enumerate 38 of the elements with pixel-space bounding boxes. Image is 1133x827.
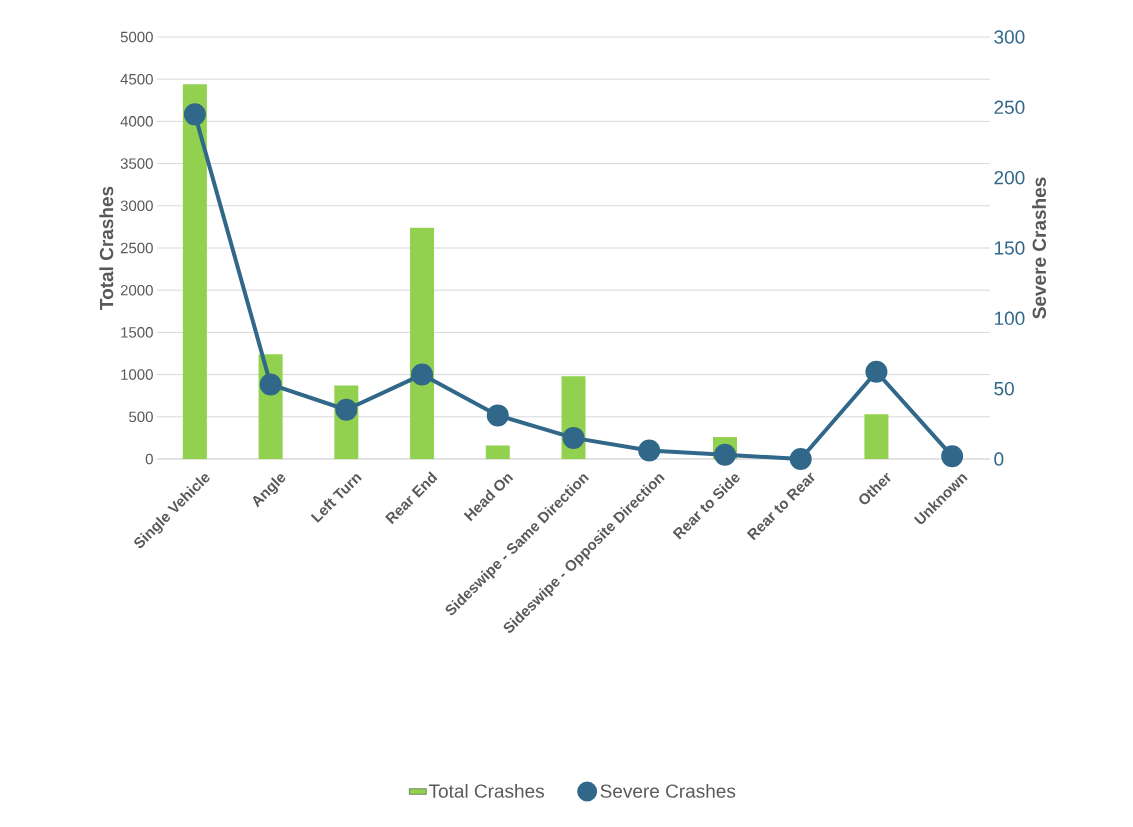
x-tick-label: Left Turn [310, 474, 362, 523]
y-tick-label: 2000 [120, 284, 153, 296]
y-tick-label: 3500 [120, 158, 153, 169]
y2-tick-label: 200 [994, 170, 1025, 185]
point [941, 445, 964, 468]
point [789, 448, 812, 470]
y-tick-label: 5000 [120, 31, 153, 43]
point [486, 404, 509, 427]
y-tick-label: 0 [145, 453, 153, 465]
bar [410, 227, 435, 459]
y2-tick-label: 100 [994, 311, 1025, 326]
y-tick-label: 500 [129, 411, 153, 423]
point [638, 439, 661, 462]
bar [864, 414, 889, 459]
y2-tick-label: 300 [994, 30, 1025, 44]
point [259, 373, 282, 396]
point [562, 426, 585, 449]
y2-tick-label: 50 [994, 381, 1014, 396]
point [183, 103, 206, 126]
point [335, 398, 358, 421]
y-tick-label: 1500 [121, 327, 153, 338]
y-tick-label: 1000 [121, 369, 153, 380]
y2-tick-label: 150 [994, 241, 1025, 255]
y-tick-label: 4500 [120, 73, 153, 85]
legend-label: Severe Crashes [600, 783, 736, 798]
point [411, 363, 434, 386]
point [713, 443, 736, 466]
y-tick-label: 2500 [120, 242, 153, 254]
point [865, 360, 888, 383]
y2-tick-label: 0 [994, 452, 1004, 466]
y2-tick-label: 250 [994, 100, 1025, 115]
bar [182, 84, 207, 459]
legend-label: Total Crashes [428, 783, 544, 798]
bar [485, 445, 510, 459]
y-tick-label: 4000 [120, 116, 153, 127]
y-tick-label: 3000 [120, 200, 153, 212]
y-axis-title: Total Crashes [99, 186, 114, 310]
y2-axis-title: Severe Crashes [1032, 177, 1047, 319]
